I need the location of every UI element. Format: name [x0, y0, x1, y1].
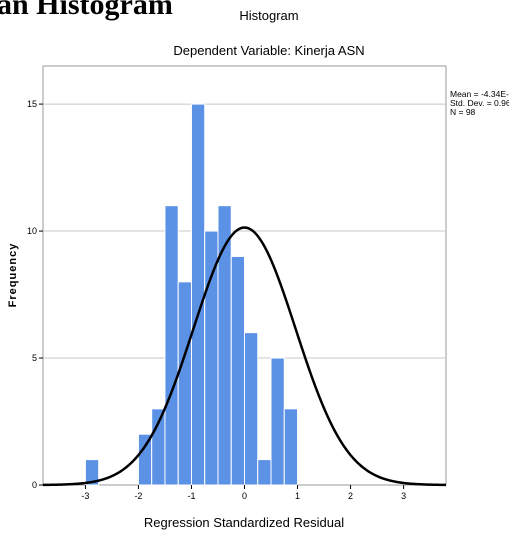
histogram-bar: [230, 255, 246, 486]
histogram-bar: [204, 230, 219, 486]
chart-subtitle: Dependent Variable: Kinerja ASN: [173, 43, 364, 58]
stats-box: Mean = -4.34E-16 Std. Dev. = 0.964 N = 9…: [450, 89, 509, 117]
x-tick-label: 2: [348, 491, 353, 501]
stat-std-dev: Std. Dev. = 0.964: [450, 98, 509, 108]
stat-n: N = 98: [450, 107, 476, 117]
x-tick-label: -2: [134, 491, 142, 501]
document-heading: gan Histogram: [0, 0, 173, 21]
y-tick-label: 15: [27, 99, 37, 109]
histogram-bars: [84, 103, 299, 486]
histogram-bar: [244, 332, 259, 486]
x-tick-label: 3: [401, 491, 406, 501]
x-axis-label: Regression Standardized Residual: [144, 515, 344, 530]
x-tick-label: 0: [242, 491, 247, 501]
histogram-bar: [137, 433, 153, 486]
y-axis-ticks: 0 5 10 15: [27, 99, 43, 490]
y-axis-label: Frequency: [7, 243, 19, 308]
histogram-bar: [84, 459, 100, 486]
y-tick-label: 5: [32, 353, 37, 363]
x-tick-label: 1: [295, 491, 300, 501]
histogram-bar: [164, 205, 179, 486]
y-tick-label: 10: [27, 226, 37, 236]
x-tick-label: -3: [81, 491, 89, 501]
chart-title: Histogram: [239, 8, 298, 23]
x-axis-ticks: -3 -2 -1 0 1 2 3: [81, 485, 406, 501]
y-tick-label: 0: [32, 480, 37, 490]
histogram-bar: [190, 103, 206, 486]
normal-curve: [42, 226, 447, 487]
stat-mean: Mean = -4.34E-16: [450, 89, 509, 99]
x-tick-label: -1: [187, 491, 195, 501]
histogram-bar: [177, 281, 192, 486]
histogram-bar: [283, 408, 299, 486]
histogram-bar: [270, 357, 285, 486]
histogram-bar: [257, 459, 272, 486]
